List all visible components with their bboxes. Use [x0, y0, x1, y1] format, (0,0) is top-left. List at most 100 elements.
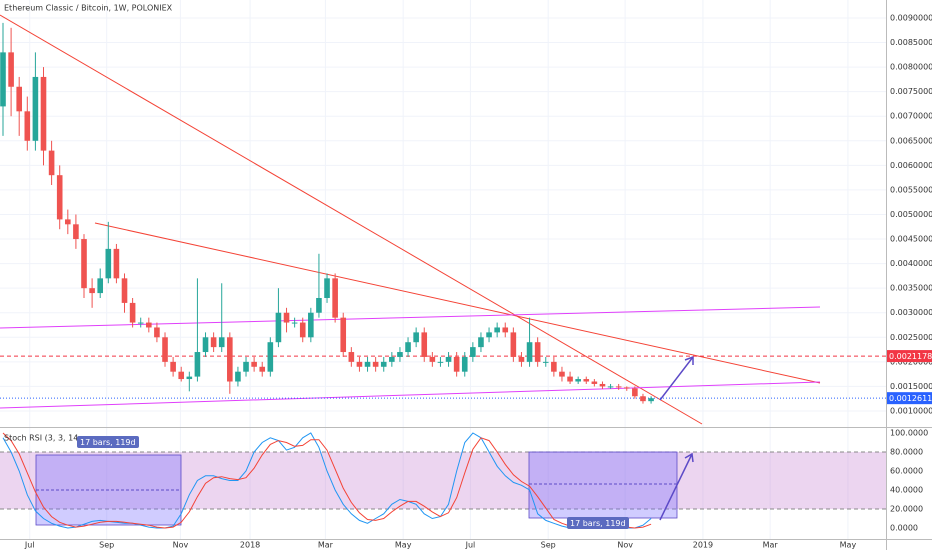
- candle-body: [73, 224, 79, 240]
- candle-body: [186, 376, 193, 380]
- y-tick-label: 40.0000: [890, 486, 923, 495]
- candle-body: [583, 379, 590, 382]
- candle-body: [372, 361, 379, 367]
- x-tick-label: Sep: [541, 541, 556, 550]
- stoch-line: [2, 432, 652, 529]
- candle-body: [194, 352, 201, 377]
- candle-body: [178, 371, 185, 380]
- candle-body: [405, 342, 411, 353]
- y-tick-label: 80.0000: [890, 448, 923, 457]
- x-tick-label: 2019: [693, 541, 713, 550]
- candle-body: [567, 376, 573, 382]
- indicator-title: Stoch RSI (3, 3, 14,: [4, 434, 81, 443]
- candle-body: [275, 312, 282, 343]
- candle-body: [56, 175, 63, 220]
- candle-body: [478, 337, 484, 348]
- candle-body: [202, 337, 209, 353]
- candle-body: [227, 337, 233, 382]
- candle-body: [113, 248, 120, 279]
- candle-body: [105, 248, 112, 279]
- x-tick-label: May: [395, 541, 412, 550]
- candle-body: [518, 356, 525, 362]
- candle-body: [421, 332, 428, 357]
- x-tick-label: Nov: [617, 541, 633, 550]
- candle-body: [137, 322, 144, 324]
- candle-body: [283, 312, 290, 323]
- band-layer: [0, 451, 886, 510]
- annotation-box: [77, 436, 139, 448]
- candle-body: [316, 297, 322, 313]
- y-tick-label: 0.0000: [890, 524, 918, 533]
- annotation-box: [567, 517, 629, 529]
- candle-body: [291, 322, 298, 324]
- candle-body: [340, 317, 347, 353]
- candle-body: [640, 396, 646, 402]
- y-tick-label: 60.0000: [890, 467, 923, 476]
- candle-body: [89, 288, 95, 294]
- y-tick-label: 100.0000: [890, 429, 928, 438]
- candle-body: [170, 361, 176, 372]
- candle-body: [24, 111, 31, 141]
- drawings: [0, 14, 886, 526]
- candle-body: [299, 322, 306, 338]
- candle-body: [348, 352, 355, 362]
- candle-body: [494, 327, 500, 333]
- candle-body: [65, 219, 71, 225]
- trend-line: [94, 222, 821, 384]
- annotation: 17 bars, 119d: [80, 438, 136, 447]
- labels-layer: Ethereum Classic / Bitcoin, 1W, POLONIEX…: [4, 4, 932, 550]
- band-fill: [0, 452, 886, 510]
- candle-body: [453, 356, 460, 372]
- x-tick-label: Sep: [99, 541, 114, 550]
- candle-body: [461, 356, 468, 372]
- candle-body: [607, 386, 614, 388]
- x-tick-label: Mar: [318, 541, 334, 550]
- candle-body: [154, 327, 160, 338]
- candle-body: [534, 342, 541, 362]
- candle-body: [218, 337, 225, 348]
- x-tick-label: Jul: [465, 541, 476, 550]
- arrow: [659, 453, 693, 521]
- candle-body: [397, 352, 403, 357]
- candle-body: [502, 327, 509, 333]
- candle-body: [210, 337, 217, 348]
- marks-layer: [0, 22, 654, 529]
- candle-body: [146, 322, 152, 328]
- candle-body: [380, 361, 387, 367]
- candle-body: [591, 381, 598, 384]
- candle-body: [615, 386, 622, 388]
- candle-body: [259, 366, 266, 372]
- candle-body: [413, 332, 419, 343]
- candle-body: [575, 379, 581, 382]
- price-label-box: [887, 350, 932, 363]
- candle-body: [121, 278, 128, 303]
- candle-body: [267, 342, 274, 372]
- arrow-head: [684, 452, 694, 463]
- candle-body: [356, 361, 363, 367]
- channel-line: [0, 306, 821, 329]
- x-tick-label: Jul: [24, 541, 35, 550]
- candle-body: [235, 371, 241, 382]
- candle-body: [324, 278, 330, 298]
- candle-body: [364, 361, 371, 367]
- x-tick-label: Nov: [173, 541, 189, 550]
- x-tick-label: Mar: [763, 541, 779, 550]
- candle-body: [437, 361, 444, 363]
- candle-body: [8, 52, 14, 87]
- candle-body: [551, 361, 557, 372]
- arrow-head: [684, 355, 694, 365]
- candle-body: [129, 302, 136, 323]
- candle-body: [470, 347, 476, 357]
- candle-body: [40, 76, 47, 151]
